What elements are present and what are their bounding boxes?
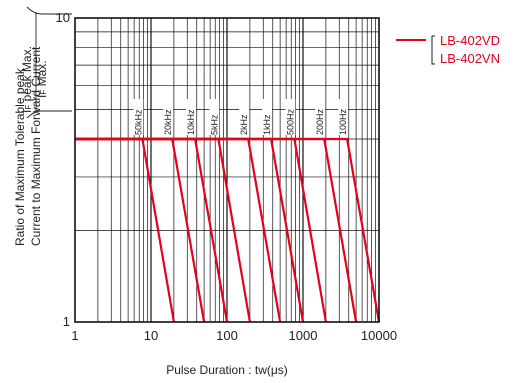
series-line — [75, 137, 381, 323]
legend-entry-1: LB-402VN — [440, 51, 500, 66]
freq-label-bg — [209, 98, 220, 135]
x-tick-label: 1000 — [289, 328, 318, 343]
legend-entry-0: LB-402VD — [440, 33, 500, 48]
legend: LB-402VD LB-402VN — [396, 33, 500, 66]
freq-label-bg — [315, 98, 326, 135]
freq-label-bg — [186, 98, 197, 135]
freq-label: 500Hz — [285, 108, 295, 135]
freq-label: 200Hz — [315, 108, 325, 135]
grid-lines — [75, 18, 379, 322]
x-tick-label: 10 — [144, 328, 158, 343]
freq-label-bg — [133, 98, 144, 135]
freq-label: 1kHz — [262, 114, 272, 135]
y-axis-ratio-numerator: IF peak Max. — [20, 46, 34, 113]
freq-label-bg — [285, 98, 296, 135]
y-tick-label: 1 — [63, 314, 70, 329]
freq-label: 50kHz — [133, 109, 143, 135]
freq-label: 10kHz — [186, 109, 196, 135]
freq-label-bg — [338, 98, 349, 135]
freq-label: 20kHz — [163, 109, 173, 135]
y-axis-title-line2: Current to Maximum Forward Current — [29, 46, 43, 246]
y-tick-label: 10 — [56, 10, 70, 25]
freq-label: 2kHz — [239, 114, 249, 135]
x-tick-label: 1 — [71, 328, 78, 343]
x-tick-label: 10000 — [361, 328, 397, 343]
freq-label: 5kHz — [209, 114, 219, 135]
y-axis-ratio-denominator: IF Max. — [35, 60, 49, 98]
freq-label-bg — [262, 98, 273, 135]
legend-bracket — [431, 35, 435, 65]
x-axis-title: Pulse Duration : tw(μs) — [166, 363, 288, 377]
y-axis-ratio-paren — [26, 6, 72, 119]
y-axis-title-line1: Ratio of Maximum Tolerable peak — [13, 67, 27, 246]
freq-label-bg — [239, 98, 250, 135]
freq-label: 100Hz — [338, 108, 348, 135]
y-axis-title: Ratio of Maximum Tolerable peak Current … — [13, 6, 72, 246]
plot-frame — [74, 17, 380, 323]
frequency-labels: 50kHz 20kHz 10kHz 5kHz 2kHz 1kHz 500Hz 200Hz 100… — [133, 98, 349, 135]
x-tick-label: 100 — [216, 328, 238, 343]
series-lines — [75, 137, 381, 323]
tick-labels: 1 10 100 1000 10000 1 10 — [56, 10, 398, 343]
freq-label-bg — [163, 98, 174, 135]
